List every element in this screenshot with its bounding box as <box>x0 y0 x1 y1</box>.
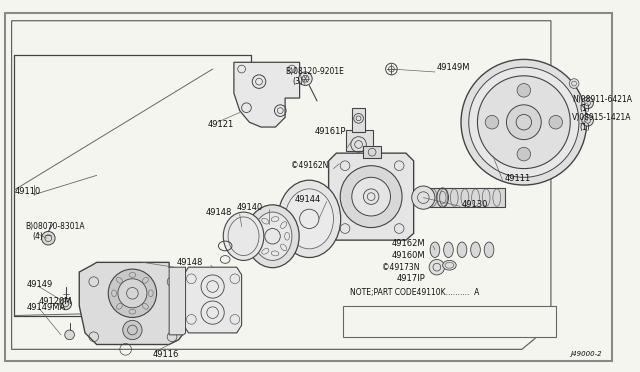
Bar <box>352 108 365 132</box>
Text: B)08120-9201E: B)08120-9201E <box>285 67 344 77</box>
Circle shape <box>461 60 587 185</box>
Text: 49140: 49140 <box>237 203 263 212</box>
Circle shape <box>517 84 531 97</box>
Text: 4917IP: 4917IP <box>397 274 425 283</box>
Text: 49149M: 49149M <box>437 62 470 72</box>
Ellipse shape <box>443 260 456 270</box>
Polygon shape <box>328 153 413 240</box>
Circle shape <box>412 186 435 209</box>
Ellipse shape <box>457 242 467 257</box>
Text: 49148: 49148 <box>205 208 232 217</box>
Polygon shape <box>184 267 242 333</box>
Circle shape <box>582 97 593 109</box>
Ellipse shape <box>285 189 333 249</box>
Text: B)08070-8301A: B)08070-8301A <box>25 222 84 231</box>
Circle shape <box>485 115 499 129</box>
Text: V)08915-1421A: V)08915-1421A <box>572 113 632 122</box>
Text: ©49173N: ©49173N <box>382 263 419 272</box>
Ellipse shape <box>253 212 292 260</box>
Circle shape <box>477 76 570 169</box>
Text: 49116: 49116 <box>153 350 179 359</box>
Circle shape <box>549 115 563 129</box>
Circle shape <box>517 147 531 161</box>
Bar <box>346 130 373 151</box>
Text: 49162M: 49162M <box>392 238 425 247</box>
Circle shape <box>340 166 402 228</box>
Text: N)08911-6421A: N)08911-6421A <box>572 94 632 103</box>
Circle shape <box>582 115 593 126</box>
Bar <box>343 306 556 337</box>
Bar <box>423 188 506 207</box>
Text: ©49162N: ©49162N <box>291 161 328 170</box>
Ellipse shape <box>470 242 481 257</box>
Circle shape <box>118 279 147 308</box>
Circle shape <box>65 330 74 340</box>
Text: 49111: 49111 <box>504 174 531 183</box>
Circle shape <box>108 269 157 317</box>
Text: (1): (1) <box>579 104 589 113</box>
Text: 49120M: 49120M <box>38 296 72 305</box>
Circle shape <box>42 231 55 245</box>
Text: 49144: 49144 <box>294 195 321 204</box>
Text: 49130: 49130 <box>462 200 488 209</box>
Ellipse shape <box>223 212 264 260</box>
Text: J49000-2: J49000-2 <box>570 351 602 357</box>
Ellipse shape <box>430 242 440 257</box>
Text: 49161P: 49161P <box>314 127 346 137</box>
Circle shape <box>123 320 142 340</box>
Ellipse shape <box>484 242 494 257</box>
Circle shape <box>506 105 541 140</box>
Bar <box>364 146 381 158</box>
Circle shape <box>299 72 312 86</box>
Text: NOTE;PART CODE49110K..........  A: NOTE;PART CODE49110K.......... A <box>350 288 479 297</box>
Polygon shape <box>79 262 184 344</box>
Ellipse shape <box>278 180 340 257</box>
Ellipse shape <box>246 205 299 268</box>
Circle shape <box>429 259 445 275</box>
Text: 49121: 49121 <box>208 120 234 129</box>
Circle shape <box>60 298 72 310</box>
Text: (4): (4) <box>32 232 43 241</box>
Ellipse shape <box>444 242 453 257</box>
Circle shape <box>352 177 390 216</box>
Text: 49149MA: 49149MA <box>27 303 67 312</box>
Polygon shape <box>234 62 300 127</box>
Text: 49160M: 49160M <box>392 251 425 260</box>
Circle shape <box>468 67 579 177</box>
Polygon shape <box>169 267 186 335</box>
Text: 49149: 49149 <box>27 280 53 289</box>
Text: (3): (3) <box>293 77 304 86</box>
Circle shape <box>569 79 579 89</box>
Text: 49148: 49148 <box>177 258 203 267</box>
Text: (1): (1) <box>579 122 589 132</box>
Text: 49110: 49110 <box>15 187 41 196</box>
